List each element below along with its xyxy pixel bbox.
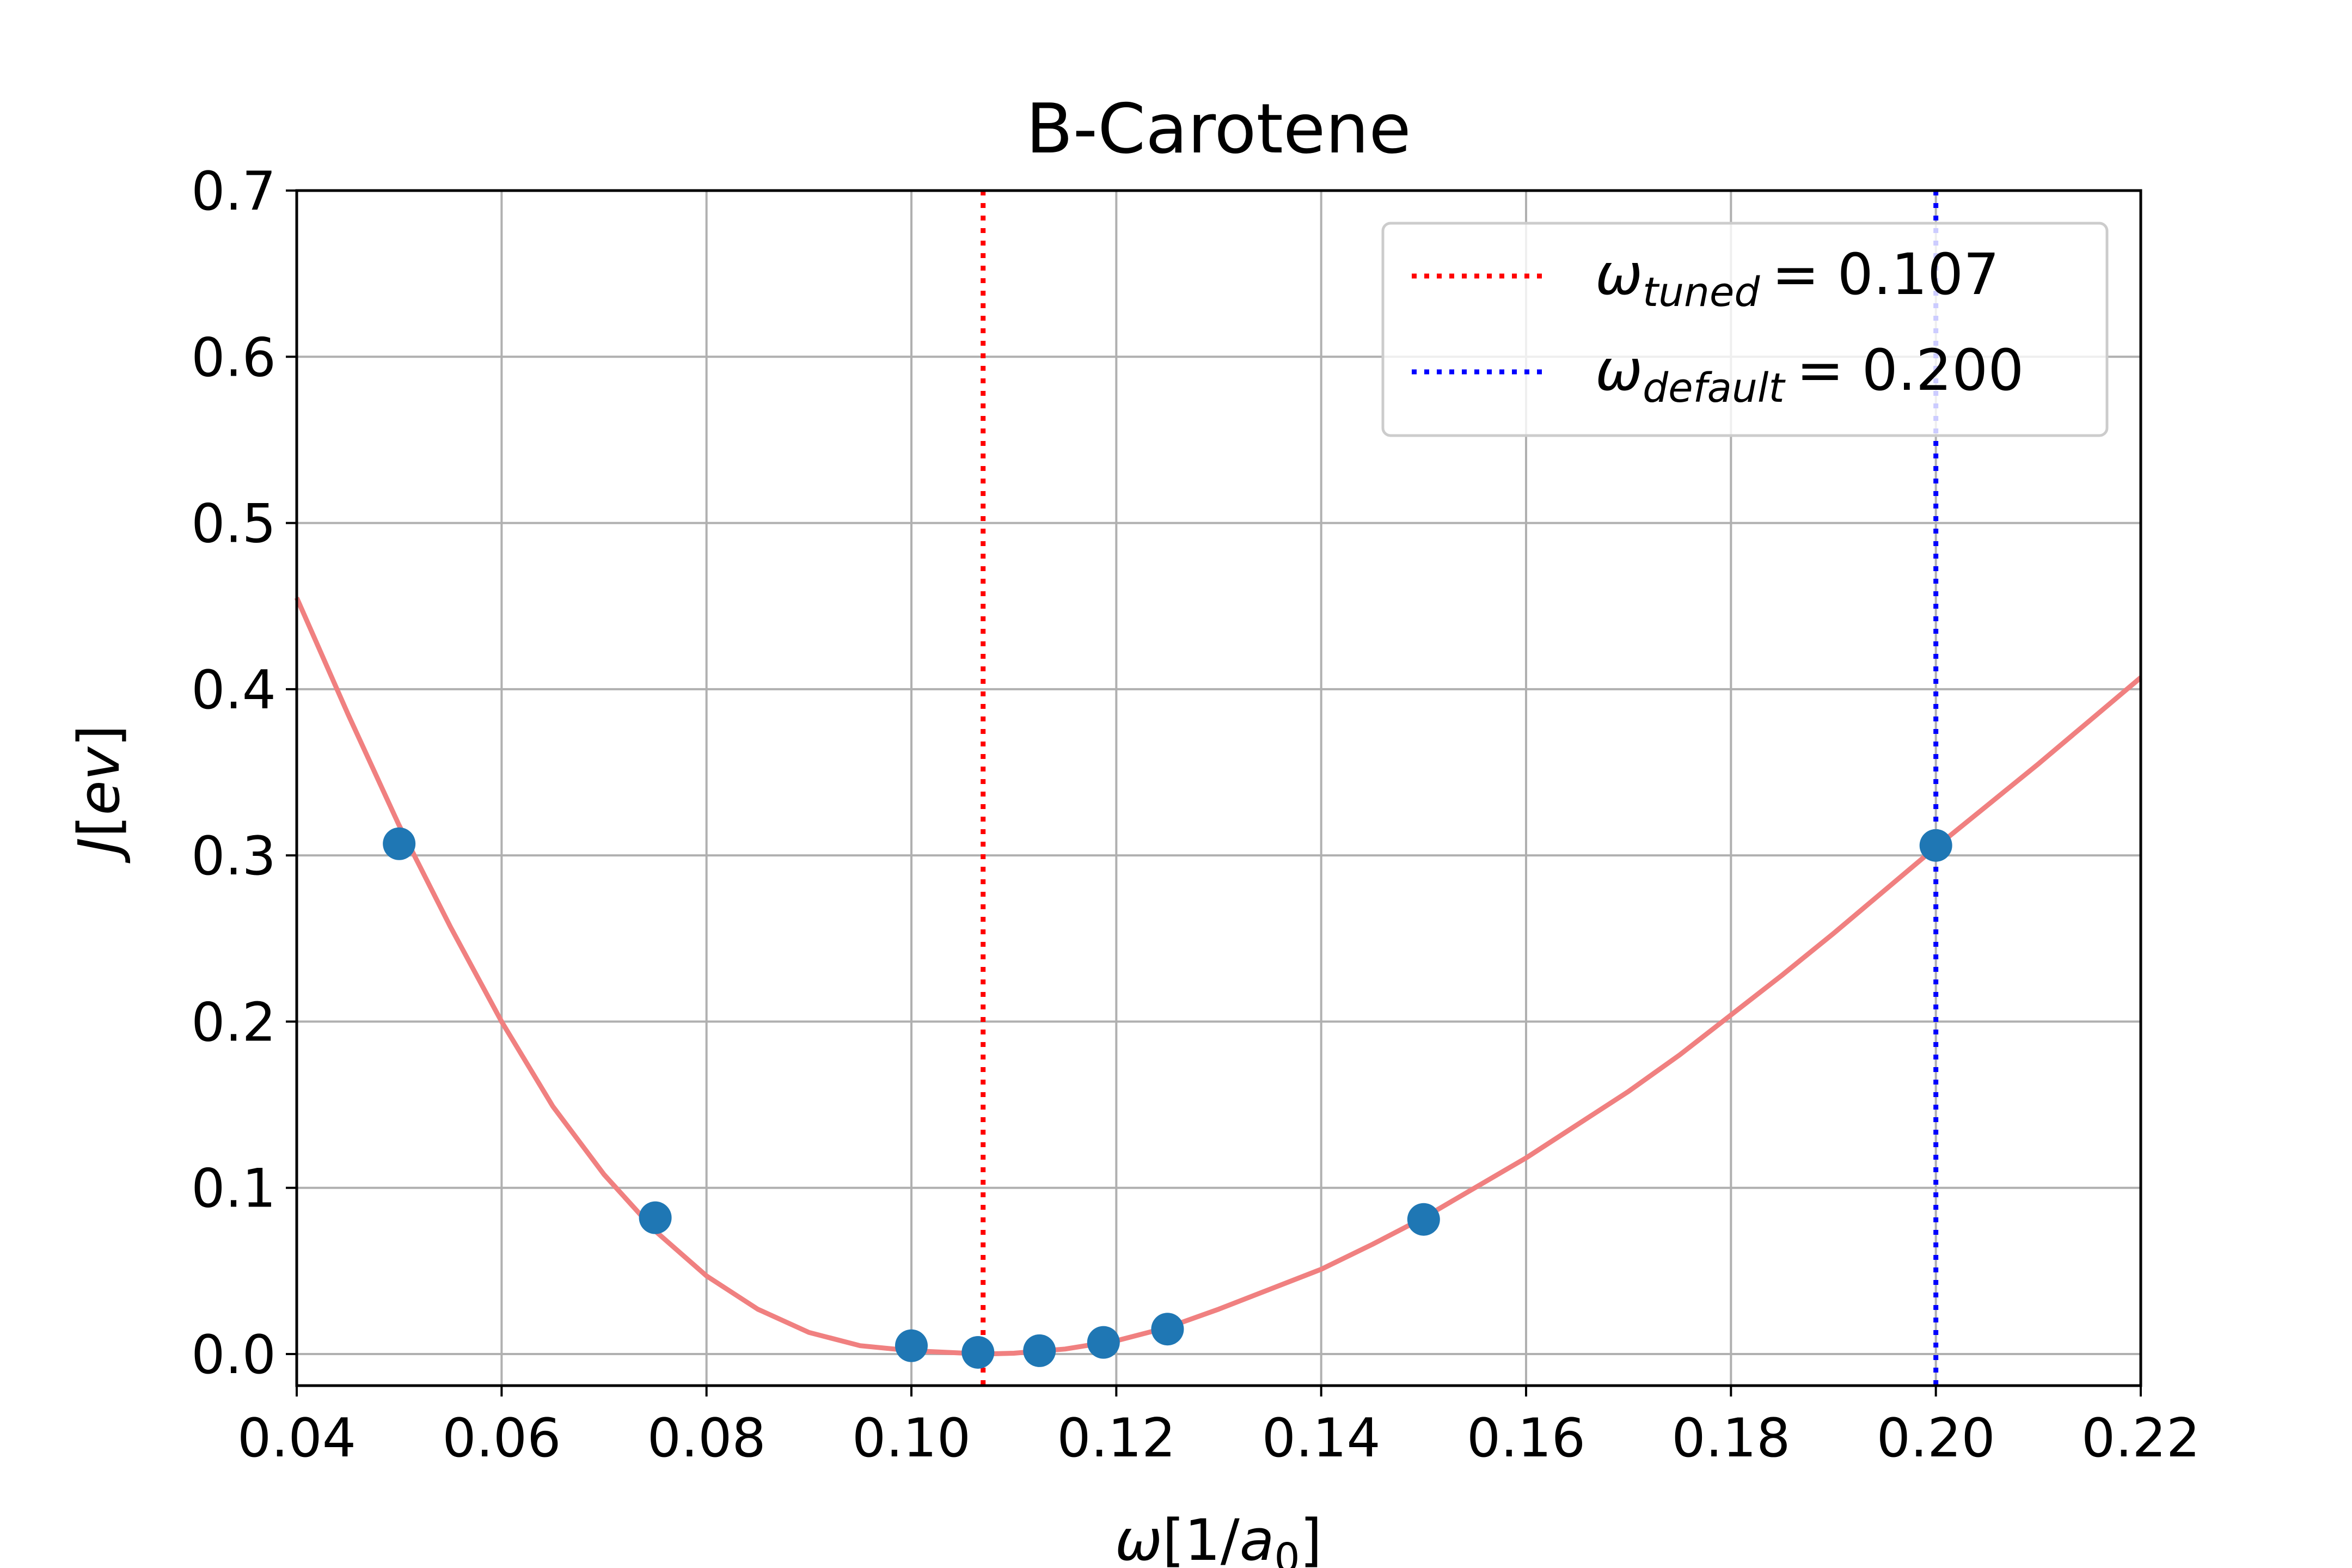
data-point [1919, 829, 1952, 862]
x-tick-label: 0.12 [1057, 1407, 1175, 1469]
x-tick-label: 0.06 [442, 1407, 561, 1469]
y-tick-label: 0.6 [191, 327, 276, 389]
data-point [383, 827, 416, 860]
legend-default-sub: default [1643, 365, 1786, 412]
y-axis-label-close: ] [66, 725, 132, 747]
legend: ωtuned = 0.107 ωdefault = 0.200 [1381, 222, 2109, 437]
data-point [1023, 1334, 1056, 1367]
data-point [1087, 1326, 1120, 1359]
x-tick-label: 0.18 [1671, 1407, 1790, 1469]
y-tick-label: 0.0 [191, 1324, 276, 1386]
y-tick-label: 0.1 [191, 1158, 276, 1220]
x-axis-label-close: ] [1300, 1507, 1322, 1568]
plot-frame [295, 189, 2142, 1387]
x-axis-label: ω[1/a0] [1115, 1507, 1322, 1568]
x-tick-label: 0.22 [2081, 1407, 2200, 1469]
x-axis-label-var: a [1240, 1507, 1275, 1568]
y-tick-label: 0.4 [191, 659, 276, 721]
x-tick-label: 0.14 [1262, 1407, 1381, 1469]
data-point [639, 1201, 672, 1234]
data-points-layer [383, 827, 1952, 1369]
fit-curve [294, 597, 2142, 1357]
fit-curve-layer [294, 597, 2142, 1357]
x-axis-label-text: [1/ [1162, 1507, 1240, 1568]
data-point [895, 1329, 928, 1362]
legend-entry-tuned: ωtuned = 0.107 [1595, 241, 1999, 316]
data-point [1151, 1313, 1184, 1346]
y-axis-label: J[ev] [66, 725, 132, 863]
y-tick-label: 0.7 [191, 161, 276, 223]
legend-tuned-symbol: ω [1595, 241, 1643, 308]
legend-default-value: = 0.200 [1796, 337, 2024, 403]
x-axis-ticks: 0.04 0.06 0.08 0.10 0.12 0.14 0.16 0.18 0.20 0.22 [237, 1386, 2200, 1469]
x-tick-label: 0.16 [1467, 1407, 1585, 1469]
y-axis-label-unit: ev [66, 746, 132, 815]
chart-title: B-Carotene [1026, 89, 1411, 169]
data-point [961, 1336, 995, 1369]
x-tick-label: 0.10 [852, 1407, 971, 1469]
x-axis-label-symbol: ω [1115, 1507, 1162, 1568]
y-tick-label: 0.2 [191, 991, 276, 1054]
y-axis-label-text: [ [66, 815, 132, 837]
x-tick-label: 0.08 [647, 1407, 766, 1469]
legend-entry-default: ωdefault = 0.200 [1595, 337, 2024, 412]
legend-default-symbol: ω [1595, 337, 1643, 403]
legend-box [1381, 222, 2109, 437]
x-tick-label: 0.04 [237, 1407, 356, 1469]
y-axis-ticks: 0.0 0.1 0.2 0.3 0.4 0.5 0.6 0.7 [191, 161, 297, 1386]
x-axis-label-sub: 0 [1274, 1535, 1300, 1568]
y-tick-label: 0.3 [191, 825, 276, 887]
legend-tuned-value: = 0.107 [1772, 241, 1999, 308]
x-tick-label: 0.20 [1877, 1407, 1995, 1469]
y-tick-label: 0.5 [191, 493, 276, 555]
data-point [1407, 1203, 1440, 1236]
legend-tuned-sub: tuned [1643, 269, 1760, 316]
